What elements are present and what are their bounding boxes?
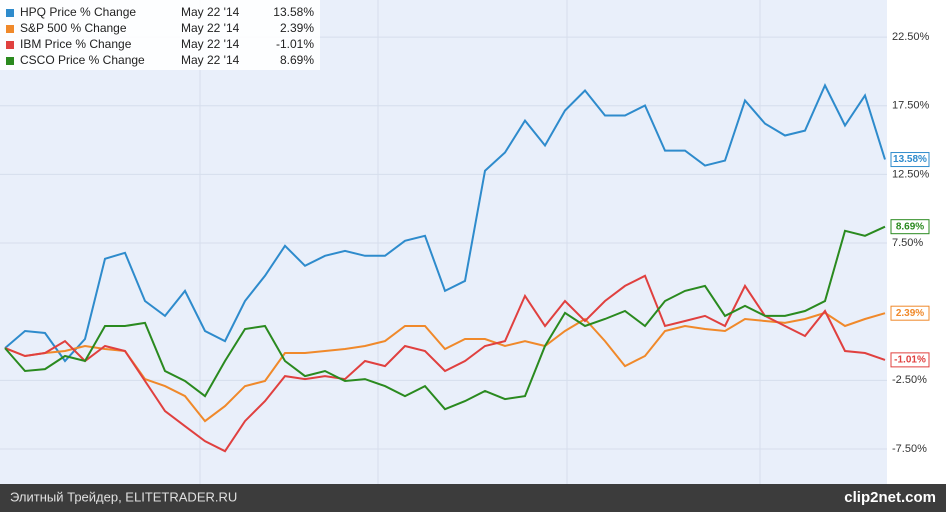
end-flag-label: 2.39%	[896, 308, 924, 319]
y-tick-label: -2.50%	[892, 374, 927, 386]
end-flag-label: 13.58%	[893, 154, 927, 165]
end-flag-label: 8.69%	[896, 221, 924, 232]
legend-date: May 22 '14	[181, 37, 240, 51]
series-line	[4, 83, 886, 363]
series-line	[4, 274, 886, 453]
legend-date: May 22 '14	[181, 5, 240, 19]
y-tick-label: 22.50%	[892, 31, 930, 43]
legend-value: 8.69%	[280, 53, 314, 67]
y-tick-label: 17.50%	[892, 100, 930, 112]
legend-swatch	[6, 25, 14, 33]
end-flag	[890, 352, 930, 368]
footer-left: Элитный Трейдер, ELITETRADER.RU	[10, 489, 237, 504]
y-tick-label: -7.50%	[892, 443, 927, 455]
legend-date: May 22 '14	[181, 53, 240, 67]
footer-right: clip2net.com	[844, 489, 936, 506]
plot-area	[0, 0, 887, 484]
legend-date: May 22 '14	[181, 21, 240, 35]
legend-value: 2.39%	[280, 21, 314, 35]
end-flag-label: -1.01%	[894, 355, 926, 366]
y-tick-label: 12.50%	[892, 168, 930, 180]
end-flag	[890, 152, 930, 168]
end-flag	[890, 219, 930, 235]
legend-name: HPQ Price % Change	[20, 5, 136, 19]
series-line	[4, 311, 886, 423]
legend-box	[0, 0, 320, 70]
legend-name: S&P 500 % Change	[20, 21, 127, 35]
footer-bar	[0, 484, 946, 512]
y-tick-label: 7.50%	[892, 237, 923, 249]
legend-swatch	[6, 9, 14, 17]
series-line	[4, 225, 886, 411]
legend-name: IBM Price % Change	[20, 37, 132, 51]
legend-name: CSCO Price % Change	[20, 53, 145, 67]
legend-value: -1.01%	[276, 37, 314, 51]
end-flag	[890, 305, 930, 321]
legend-swatch	[6, 57, 14, 65]
legend-swatch	[6, 41, 14, 49]
legend-value: 13.58%	[273, 5, 314, 19]
